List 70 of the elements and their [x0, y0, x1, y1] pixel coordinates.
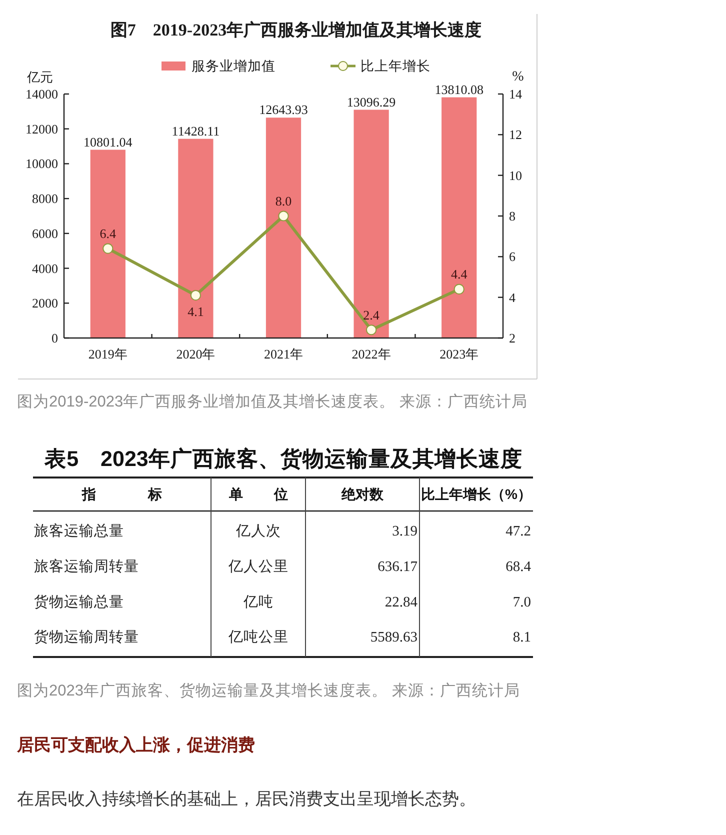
category-label: 货物运输周转量 [34, 630, 139, 646]
y-tick-label: 6000 [32, 226, 58, 241]
bar [90, 150, 126, 338]
text: 47.2 [506, 524, 531, 540]
y-tick-label: 0 [52, 330, 58, 346]
y-tick-label: 2000 [32, 296, 58, 311]
text: 亿人次 [234, 524, 281, 540]
y-axis-title: 亿元 [26, 70, 53, 84]
y-tick-label: 4000 [32, 260, 58, 276]
text: 亿吨公里 [227, 628, 288, 646]
text: 68.4 [506, 558, 532, 575]
y2-axis-title: % [512, 70, 524, 84]
data-label: 4.1 [188, 304, 204, 319]
point [454, 284, 464, 294]
category-label: 绝对数 [340, 486, 384, 502]
text: 居民可支配收入上涨，促进消费 [16, 736, 255, 754]
data-label: 11428.11 [172, 123, 220, 138]
category-label: 货物运输总量 [34, 594, 124, 610]
y-tick-label: 12000 [26, 121, 58, 136]
y2-tick-label: 8 [509, 208, 516, 224]
category-label: 旅客运输总量 [34, 524, 124, 540]
text: 5589.63 [370, 630, 418, 646]
category-label: 指标 [81, 486, 162, 502]
bar [354, 110, 389, 338]
y2-tick-label: 14 [509, 86, 522, 102]
text: 图为2023年广西旅客、货物运输量及其增长速度表。 来源：广西统计局 [17, 682, 520, 700]
y-tick-label: 14000 [26, 86, 58, 102]
chart-title: 图7 2019-2023年广西服务业增加值及其增长速度 [110, 20, 482, 40]
legend-label: 比上年增长 [360, 58, 430, 74]
point [102, 243, 114, 254]
y2-tick-label: 12 [509, 127, 522, 142]
data-label: 13810.08 [434, 82, 484, 97]
bar [178, 138, 214, 338]
x-tick-label: 2020年 [176, 346, 216, 362]
text: 在居民收入持续增长的基础上，居民消费支出呈现增长态势。 [17, 790, 476, 808]
category-label: 旅客运输周转量 [34, 558, 139, 575]
category-label: 比上年增长（%） [421, 486, 532, 502]
text: 8.1 [512, 630, 531, 646]
y2-tick-label: 4 [509, 290, 516, 305]
point [366, 324, 377, 336]
y2-tick-label: 6 [509, 249, 516, 264]
y2-tick-label: 10 [509, 168, 522, 183]
x-tick-label: 2023年 [440, 346, 479, 362]
y-tick-label: 8000 [32, 191, 58, 206]
text: 7.0 [512, 594, 531, 610]
text: 亿吨 [242, 593, 274, 610]
text: 亿人公里 [227, 558, 288, 575]
data-label: 10801.04 [84, 134, 133, 150]
text: 636.17 [378, 558, 418, 575]
legend-label: 服务业增加值 [192, 58, 276, 74]
data-label: 12643.93 [259, 102, 308, 118]
data-label: 6.4 [100, 226, 117, 242]
data-label: 2.4 [363, 307, 380, 322]
data-label: 13096.29 [346, 94, 396, 110]
x-tick-label: 2022年 [352, 346, 391, 362]
text: 3.19 [392, 524, 418, 540]
point [190, 290, 201, 301]
x-tick-label: 2019年 [88, 346, 128, 362]
data-label: 4.4 [450, 266, 468, 282]
y2-tick-label: 2 [509, 330, 516, 346]
text: 表5 2023年广西旅客、货物运输量及其增长速度 [44, 446, 522, 471]
category-label: 单位 [228, 486, 288, 502]
data-label: 8.0 [275, 194, 292, 208]
y-tick-label: 10000 [26, 156, 58, 172]
point [278, 210, 289, 222]
text: 22.84 [384, 594, 418, 610]
bar [266, 118, 302, 338]
text: 图为2019-2023年广西服务业增加值及其增长速度表。 来源：广西统计局 [17, 392, 528, 410]
x-tick-label: 2021年 [264, 346, 303, 362]
bar [442, 97, 477, 338]
